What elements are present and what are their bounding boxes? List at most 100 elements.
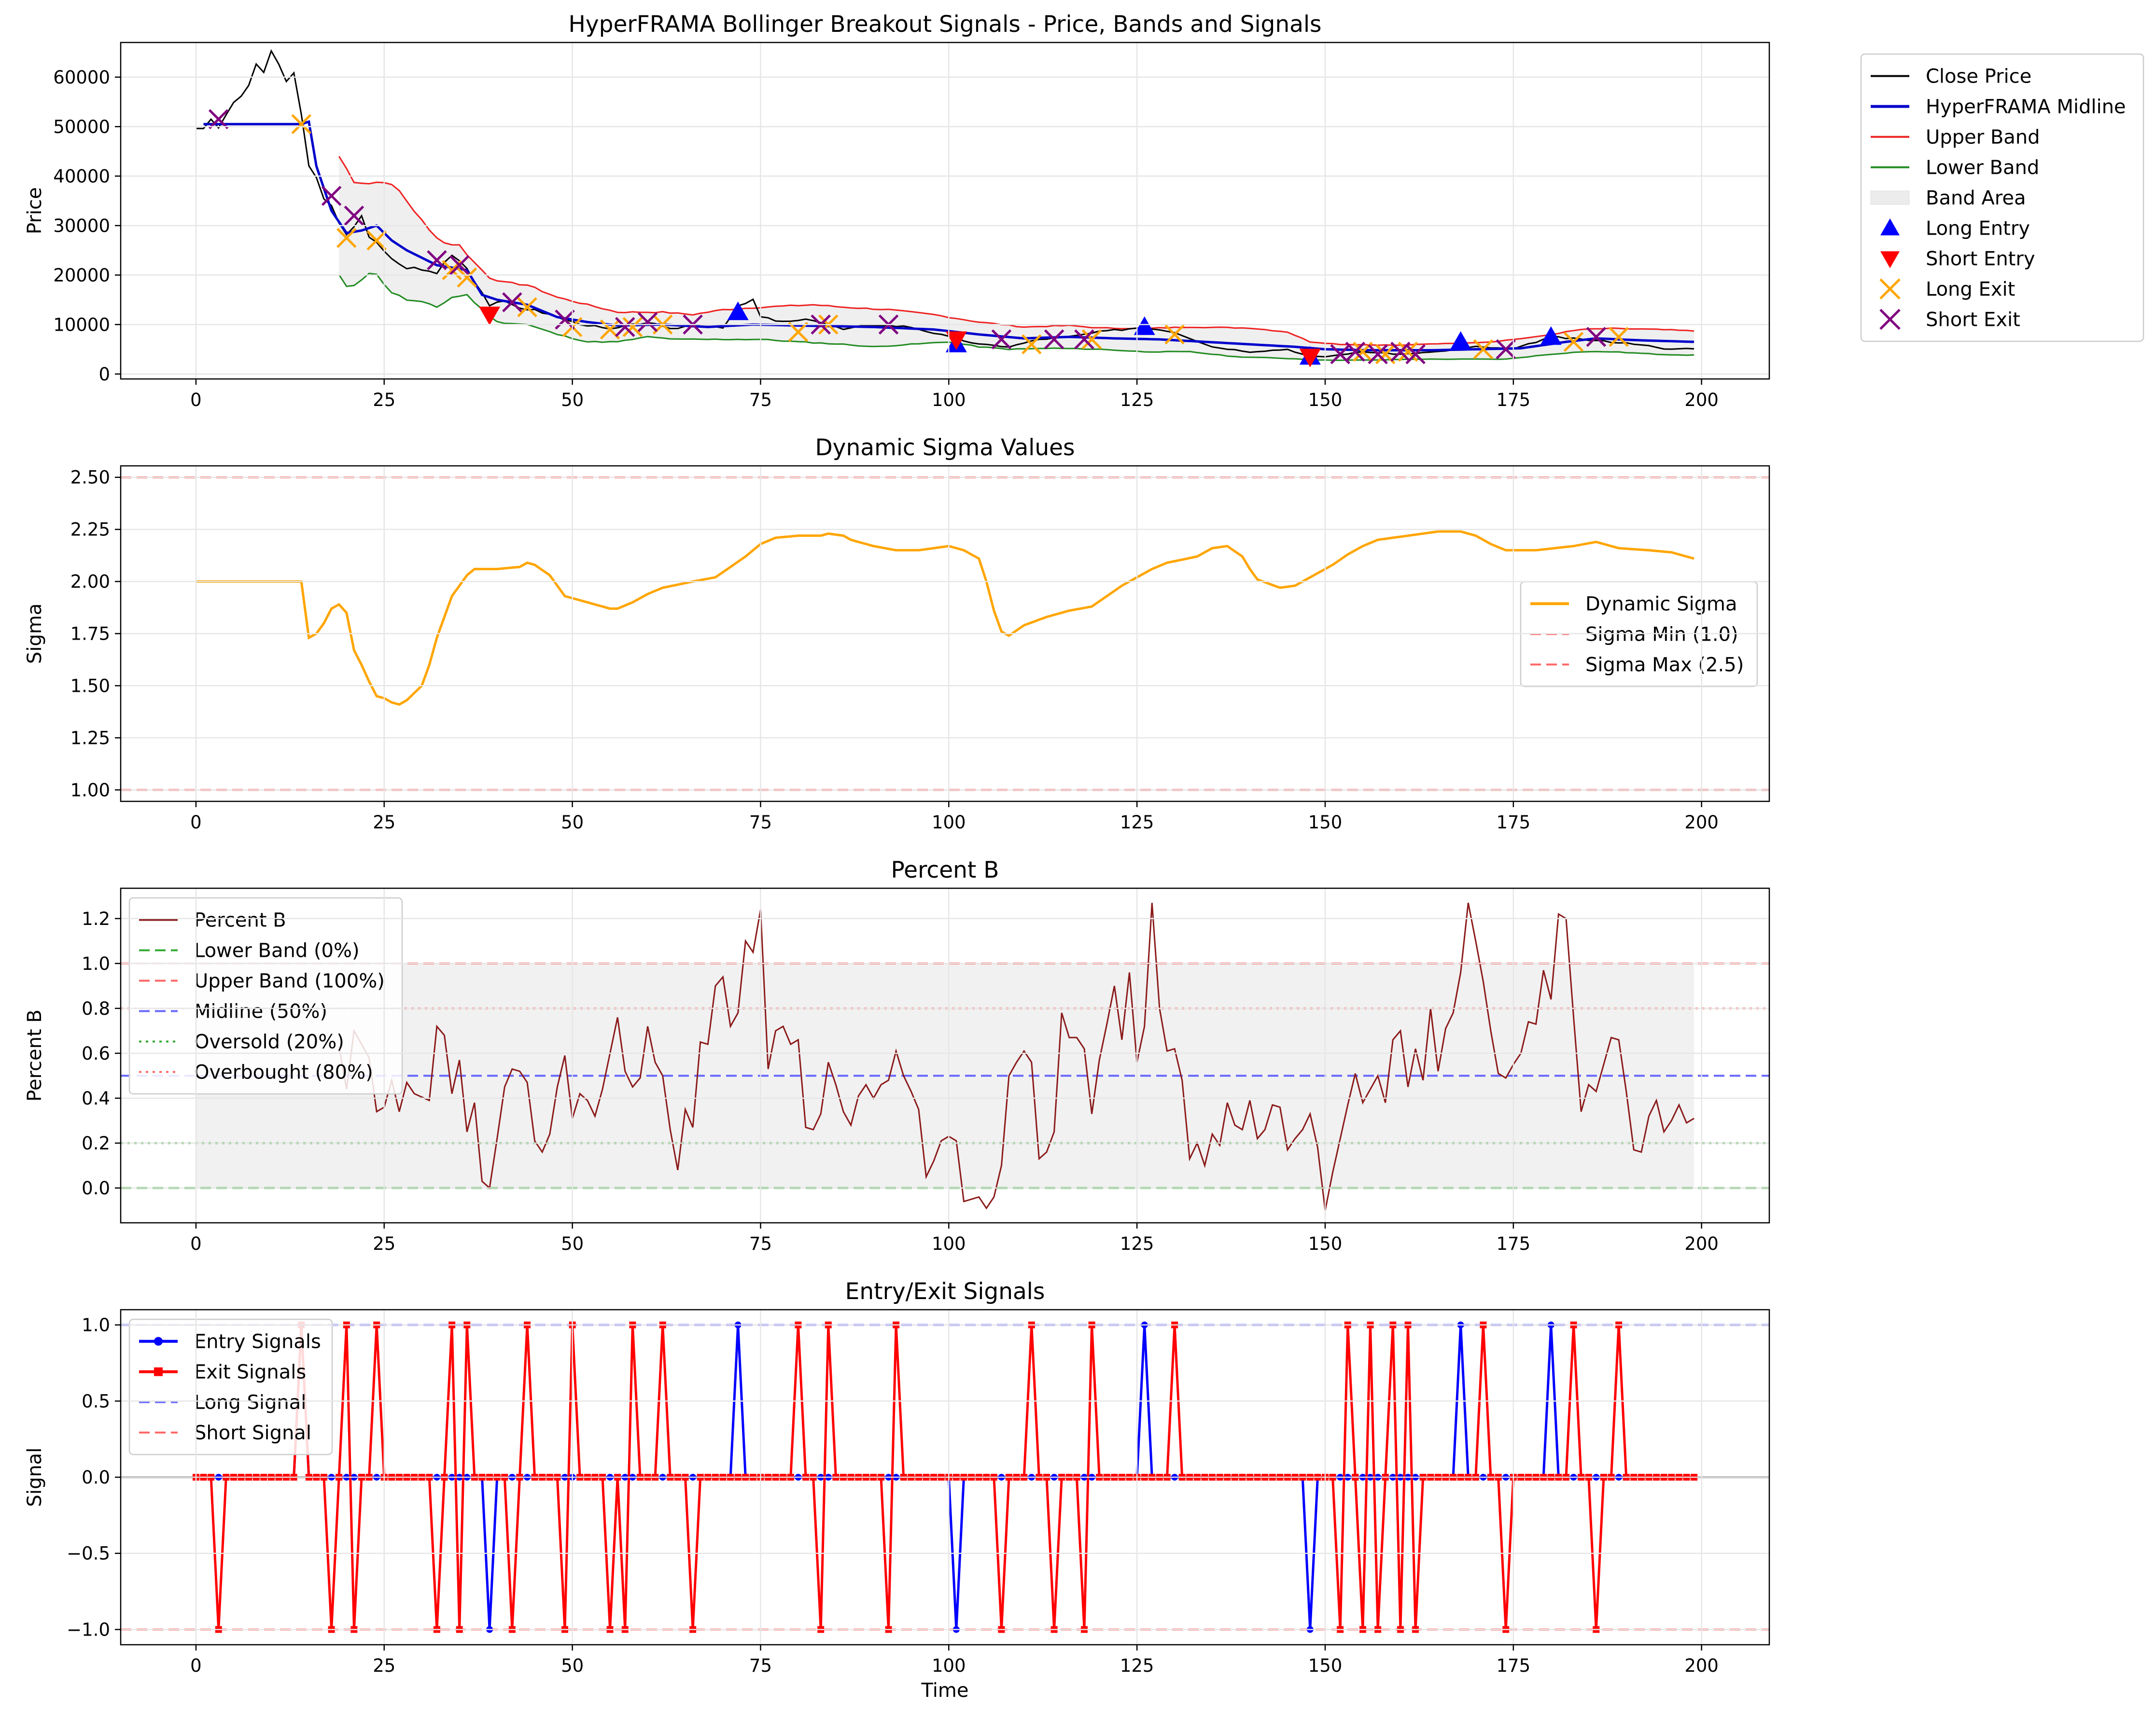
- sigma-legend-entry-0: Dynamic Sigma: [1530, 593, 1737, 616]
- price-legend-label-0: Close Price: [1926, 66, 2031, 88]
- pctb-x-tick-label-100: 100: [932, 1233, 966, 1254]
- short-exit-marker-13: [1044, 329, 1064, 350]
- pctb-axes-frame: [120, 887, 1770, 1224]
- price-y-tick-label-3: 30000: [53, 215, 110, 236]
- pctb-legend-entry-0: Percent B: [139, 909, 286, 932]
- long-exit-marker-17: [1398, 341, 1418, 362]
- pctb-legend-label-2: Upper Band (100%): [194, 970, 385, 993]
- price-legend-label-1: HyperFRAMA Midline: [1926, 96, 2126, 118]
- long-exit-marker-14: [1164, 324, 1185, 345]
- price-panel: HyperFRAMA Bollinger Breakout Signals - …: [24, 11, 2144, 410]
- percent-b-line: [338, 902, 1694, 1211]
- signals-x-tick-label-75: 75: [749, 1655, 772, 1676]
- sigma-x-tick-label-50: 50: [561, 812, 584, 833]
- price-legend-swatch-7: [1879, 278, 1901, 300]
- sigma-x-tick-label-175: 175: [1497, 812, 1531, 833]
- price-legend-box: [1860, 53, 2144, 342]
- long-exit-marker-1: [336, 228, 357, 248]
- price-legend-swatch-8: [1879, 308, 1901, 330]
- sigma-y-tick-label-5: 2.25: [70, 519, 110, 540]
- price-legend-entry-0: Close Price: [1871, 66, 2031, 88]
- long-exit-marker-18: [1473, 339, 1494, 360]
- short-entry-marker-1: [945, 331, 967, 350]
- price-x-tick-label-75: 75: [749, 390, 772, 410]
- long-exit-marker-19: [1563, 332, 1584, 352]
- pctb-y-tick-label-3: 0.6: [82, 1043, 110, 1064]
- sigma-x-tick-label-0: 0: [190, 812, 202, 833]
- pctb-legend-label-4: Oversold (20%): [194, 1031, 344, 1053]
- price-y-tick-label-1: 10000: [53, 314, 110, 335]
- signals-grid: [121, 1310, 1769, 1645]
- short-exit-marker-3: [427, 250, 447, 270]
- sigma-axes-frame: [120, 465, 1770, 802]
- sigma-panel: Dynamic Sigma Values Sigma Dynamic Sigma…: [24, 434, 1770, 833]
- short-exit-marker-0: [208, 109, 229, 129]
- short-exit-marker-16: [1345, 341, 1366, 362]
- signals-y-tick-label-2: 0.0: [82, 1467, 110, 1488]
- short-exit-marker-17: [1368, 344, 1388, 364]
- signals-x-tick-label-100: 100: [932, 1655, 966, 1676]
- price-x-tick-label-0: 0: [190, 390, 202, 410]
- signals-x-tick-label-175: 175: [1497, 1655, 1531, 1676]
- sigma-y-tick-label-0: 1.00: [70, 780, 110, 800]
- price-chart-title: HyperFRAMA Bollinger Breakout Signals - …: [568, 11, 1321, 38]
- signals-y-tick-label-0: −1.0: [67, 1619, 110, 1640]
- signals-legend-label-1: Exit Signals: [194, 1361, 306, 1384]
- sigma-legend-entry-1: Sigma Min (1.0): [1530, 624, 1738, 646]
- short-exit-marker-20: [1496, 339, 1516, 360]
- sigma-chart-title: Dynamic Sigma Values: [815, 434, 1075, 461]
- long-exit-marker-8: [622, 317, 643, 337]
- sigma-legend-entry-2: Sigma Max (2.5): [1530, 654, 1744, 676]
- price-legend: Close Price HyperFRAMA Midline Upper Band L…: [1860, 53, 2144, 342]
- price-legend-entry-3: Lower Band: [1871, 157, 2039, 179]
- percent-b-legend: Percent B Lower Band (0%) Upper Band (100%…: [128, 897, 403, 1095]
- pctb-legend-entry-1: Lower Band (0%): [139, 940, 360, 962]
- sigma-y-axis-label: Sigma: [24, 603, 46, 664]
- sigma-grid: [121, 466, 1769, 801]
- sigma-x-tick-label-150: 150: [1308, 812, 1343, 833]
- long-exit-marker-5: [517, 297, 537, 318]
- price-legend-label-8: Short Exit: [1926, 309, 2020, 331]
- sigma-x-tick-label-200: 200: [1684, 812, 1719, 833]
- pctb-x-tick-label-175: 175: [1497, 1233, 1531, 1254]
- price-legend-label-6: Short Entry: [1926, 248, 2035, 270]
- price-y-tick-label-6: 60000: [53, 67, 110, 88]
- sigma-ticks: 0 25 50 75 100 125 150 175 200 1.00 1.25 1.50 1.75 2.…: [70, 467, 1719, 833]
- price-legend-entry-1: HyperFRAMA Midline: [1871, 96, 2126, 118]
- price-y-axis-label: Price: [24, 187, 46, 235]
- signals-legend: Entry Signals Exit Signals Long Signal Shor…: [128, 1318, 333, 1455]
- pctb-x-tick-label-0: 0: [190, 1233, 202, 1254]
- price-x-tick-label-50: 50: [561, 390, 584, 410]
- signals-x-tick-label-200: 200: [1684, 1655, 1719, 1676]
- pctb-legend-label-1: Lower Band (0%): [194, 940, 360, 962]
- signals-legend-entry-0: Entry Signals: [139, 1331, 321, 1353]
- signals-x-tick-label-25: 25: [373, 1655, 395, 1676]
- signals-x-axis-label: Time: [921, 1679, 969, 1702]
- sigma-x-tick-label-125: 125: [1120, 812, 1154, 833]
- pctb-legend-entry-4: Oversold (20%): [139, 1031, 344, 1053]
- short-exit-marker-6: [555, 309, 575, 330]
- price-x-tick-label-200: 200: [1684, 390, 1719, 410]
- short-exit-marker-14: [1074, 329, 1094, 350]
- sigma-y-tick-label-6: 2.50: [70, 467, 110, 488]
- signals-y-tick-label-1: −0.5: [67, 1543, 110, 1564]
- pctb-legend-label-0: Percent B: [194, 909, 286, 932]
- sigma-y-tick-label-1: 1.25: [70, 728, 110, 748]
- signals-panel: Entry/Exit Signals Signal Time Entry Sig…: [24, 1278, 1770, 1702]
- price-x-tick-label-150: 150: [1308, 390, 1343, 410]
- pctb-legend-label-3: Midline (50%): [194, 1001, 327, 1023]
- pctb-x-tick-label-75: 75: [749, 1233, 772, 1254]
- sigma-y-tick-label-2: 1.50: [70, 675, 110, 696]
- pctb-legend-entry-5: Overbought (80%): [139, 1062, 373, 1084]
- price-legend-label-7: Long Exit: [1926, 279, 2015, 301]
- price-legend-label-4: Band Area: [1926, 187, 2026, 210]
- signals-x-tick-label-0: 0: [190, 1655, 202, 1676]
- price-legend-entry-8: Short Exit: [1879, 308, 2020, 331]
- pctb-y-tick-label-0: 0.0: [82, 1178, 110, 1199]
- long-entry-marker-2: [1134, 316, 1155, 335]
- pctb-y-tick-label-5: 1.0: [82, 953, 110, 974]
- dynamic-sigma-line: [196, 530, 1694, 706]
- price-x-tick-label-25: 25: [373, 390, 395, 410]
- signals-legend-marker-1: [154, 1367, 163, 1376]
- short-exit-marker-1: [321, 185, 342, 206]
